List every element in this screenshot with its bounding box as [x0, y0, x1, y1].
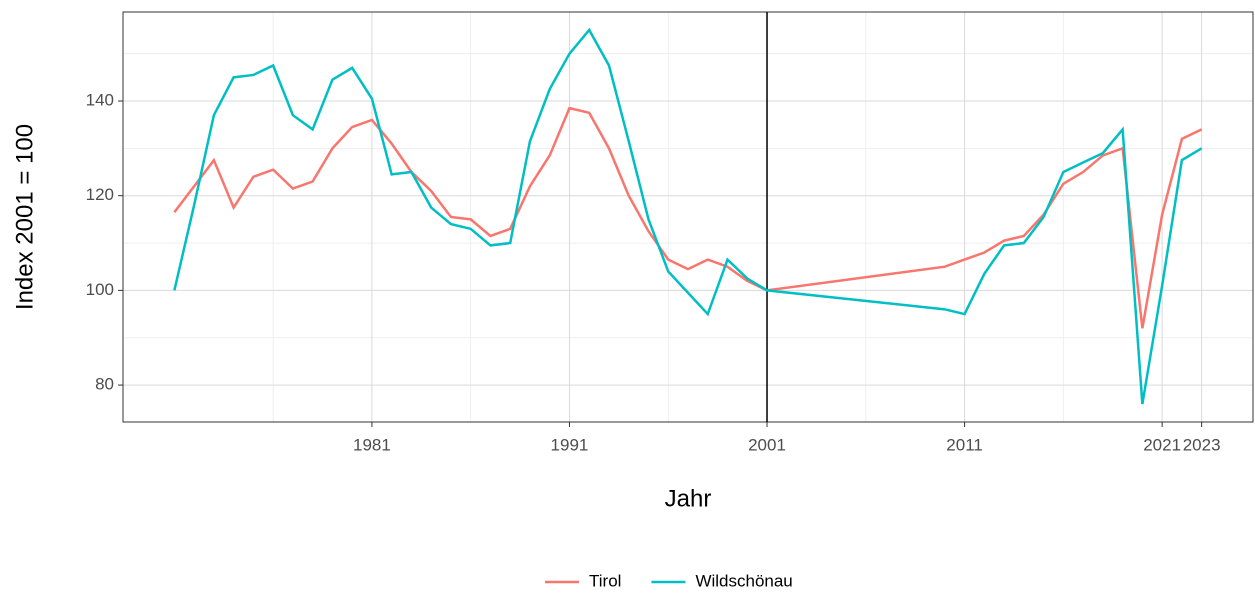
series-line — [173, 106, 1203, 329]
plot-border — [122, 11, 1254, 423]
y-tick-label: 120 — [86, 185, 114, 204]
x-tick-label: 2001 — [748, 435, 786, 454]
x-tick-label: 2021 — [1143, 435, 1181, 454]
x-tick-label: 1981 — [353, 435, 391, 454]
y-axis-title: Index 2001 = 100 — [11, 124, 38, 310]
y-tick-label: 140 — [86, 90, 114, 109]
y-tick-label: 80 — [95, 375, 114, 394]
legend-label: Tirol — [589, 571, 621, 590]
y-tick-label: 100 — [86, 280, 114, 299]
series-line — [173, 27, 1203, 405]
x-tick-label: 2011 — [946, 435, 983, 454]
x-tick-label: 1991 — [551, 435, 589, 454]
x-axis-title: Jahr — [665, 485, 712, 512]
legend-label: Wildschönau — [695, 571, 792, 590]
x-tick-label: 2023 — [1183, 435, 1221, 454]
